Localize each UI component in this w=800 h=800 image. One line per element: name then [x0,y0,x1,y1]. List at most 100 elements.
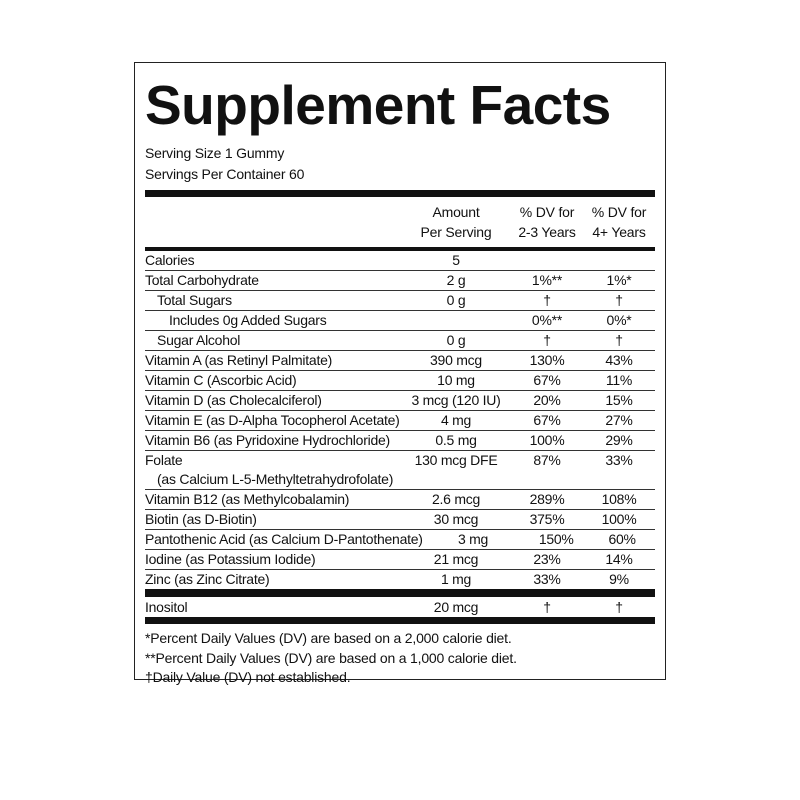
nutrient-amount: 1 mg [440,571,472,587]
thick-divider [145,247,655,251]
table-row: Vitamin A (as Retinyl Palmitate) 390 mcg… [145,351,655,371]
table-row: Folate (as Calcium L-5-Methyltetrahydrofo… [145,451,655,490]
nutrient-dv-4: 11% [605,372,633,388]
nutrient-amount: 0.5 mg [435,432,477,448]
nutrient-amount: 390 mcg [430,352,482,368]
nutrient-name: Zinc (as Zinc Citrate) [145,571,270,587]
nutrient-name: Vitamin D (as Cholecalciferol) [145,392,322,408]
nutrient-dv-2-3: 150% [538,531,574,547]
nutrient-dv-4: † [615,292,623,308]
nutrient-amount: 2.6 mcg [431,491,481,507]
nutrient-dv-2-3: 289% [529,491,565,507]
nutrient-amount: 10 mg [437,372,475,388]
header-amount: Amount Per Serving [420,204,492,240]
table-row: Zinc (as Zinc Citrate) 1 mg 33% 9% [145,570,655,589]
panel-title: Supplement Facts [145,74,611,136]
table-row-inositol: Inositol 20 mcg † † [145,597,655,617]
thick-divider [145,589,655,597]
nutrient-name: Includes 0g Added Sugars [169,312,327,328]
table-row: Vitamin B12 (as Methylcobalamin) 2.6 mcg… [145,490,655,510]
nutrient-dv-2-3: 20% [533,392,561,408]
nutrient-dv-4: 14% [605,551,633,567]
nutrient-name: Biotin (as D-Biotin) [145,511,257,527]
nutrient-name: Calories [145,252,195,268]
nutrient-name: Iodine (as Potassium Iodide) [145,551,316,567]
nutrient-dv-2-3: 0%** [531,312,563,328]
nutrient-dv-2-3: † [543,292,551,308]
table-row: Includes 0g Added Sugars 0%** 0%* [145,311,655,331]
footnote: †Daily Value (DV) not established. [145,669,351,685]
nutrient-name: Total Carbohydrate [145,272,259,288]
nutrient-name: Vitamin A (as Retinyl Palmitate) [145,352,333,368]
nutrient-dv-4: 29% [605,432,633,448]
nutrient-name: Vitamin B6 (as Pyridoxine Hydrochloride) [145,432,390,448]
nutrient-dv-4: 0%* [606,312,632,328]
nutrient-dv-2-3: 23% [533,551,561,567]
nutrient-amount: 5 [452,252,460,268]
table-row: Sugar Alcohol 0 g † † [145,331,655,351]
table-row: Total Carbohydrate 2 g 1%** 1%* [145,271,655,291]
nutrient-amount: 0 g [446,332,466,348]
nutrient-name: Vitamin B12 (as Methylcobalamin) [145,491,350,507]
thick-divider [145,617,655,624]
table-row: Biotin (as D-Biotin) 30 mcg 375% 100% [145,510,655,530]
nutrient-name: Vitamin E (as D-Alpha Tocopherol Acetate… [145,412,400,428]
nutrient-amount: 3 mg [457,531,489,547]
nutrient-name: Inositol [145,599,188,615]
nutrient-amount: 21 mcg [433,551,479,567]
header-dv-2-3: % DV for 2-3 Years [518,204,576,240]
nutrient-rows: Calories 5 Total Carbohydrate 2 g 1%** 1… [145,251,655,589]
nutrient-dv-4: 1%* [606,272,632,288]
nutrient-dv-2-3: † [543,332,551,348]
column-headers: Amount Per Serving % DV for 2-3 Years % DV… [145,197,655,247]
nutrient-amount: 130 mcg DFE [414,452,498,468]
nutrient-amount [401,311,511,330]
footnotes: *Percent Daily Values (DV) are based on … [145,624,655,688]
table-row: Total Sugars 0 g † † [145,291,655,311]
nutrient-dv-2-3: 33% [533,571,561,587]
table-row: Vitamin B6 (as Pyridoxine Hydrochloride)… [145,431,655,451]
nutrient-dv-2-3: 1%** [531,272,563,288]
nutrient-amount: 30 mcg [433,511,479,527]
table-row: Pantothenic Acid (as Calcium D-Pantothen… [145,530,655,550]
nutrient-dv-4 [583,251,655,270]
nutrient-name: Sugar Alcohol [157,332,241,348]
serving-size: Serving Size 1 Gummy [145,145,285,161]
nutrient-name: Folate (as Calcium L-5-Methyltetrahydrofo… [145,452,394,487]
nutrient-dv-4: 108% [601,491,637,507]
nutrient-dv-4: 100% [601,511,637,527]
nutrient-dv-2-3: 375% [529,511,565,527]
nutrient-dv-4: † [615,599,623,615]
nutrient-dv-4: † [615,332,623,348]
nutrient-dv-2-3 [511,251,583,270]
footnote: **Percent Daily Values (DV) are based on… [145,649,517,666]
nutrient-name: Vitamin C (Ascorbic Acid) [145,372,297,388]
nutrient-amount: 3 mcg (120 IU) [411,392,501,408]
nutrient-dv-2-3: 67% [533,372,561,388]
nutrient-dv-2-3: 87% [533,452,561,468]
table-row: Vitamin C (Ascorbic Acid) 10 mg 67% 11% [145,371,655,391]
thick-divider [145,190,655,197]
nutrient-amount: 4 mg [440,412,472,428]
nutrient-name: Total Sugars [157,292,232,308]
servings-per-container: Servings Per Container 60 [145,166,305,182]
table-row: Iodine (as Potassium Iodide) 21 mcg 23% … [145,550,655,570]
table-row: Vitamin D (as Cholecalciferol) 3 mcg (12… [145,391,655,411]
nutrient-amount: 2 g [446,272,466,288]
nutrient-dv-2-3: 130% [529,352,565,368]
nutrient-dv-2-3: † [543,599,551,615]
nutrient-dv-4: 9% [609,571,629,587]
header-dv-4: % DV for 4+ Years [591,204,647,240]
nutrient-dv-4: 27% [605,412,633,428]
nutrient-dv-2-3: 100% [529,432,565,448]
table-row: Vitamin E (as D-Alpha Tocopherol Acetate… [145,411,655,431]
nutrient-dv-2-3: 67% [533,412,561,428]
nutrient-name: Pantothenic Acid (as Calcium D-Pantothen… [145,531,423,547]
nutrient-amount: 20 mcg [433,599,479,615]
supplement-facts-panel: Supplement Facts Serving Size 1 Gummy Se… [134,62,666,685]
nutrient-dv-4: 33% [605,452,633,468]
nutrient-dv-4: 60% [608,531,636,547]
nutrient-dv-4: 43% [605,352,633,368]
table-row: Calories 5 [145,251,655,271]
nutrient-amount: 0 g [446,292,466,308]
